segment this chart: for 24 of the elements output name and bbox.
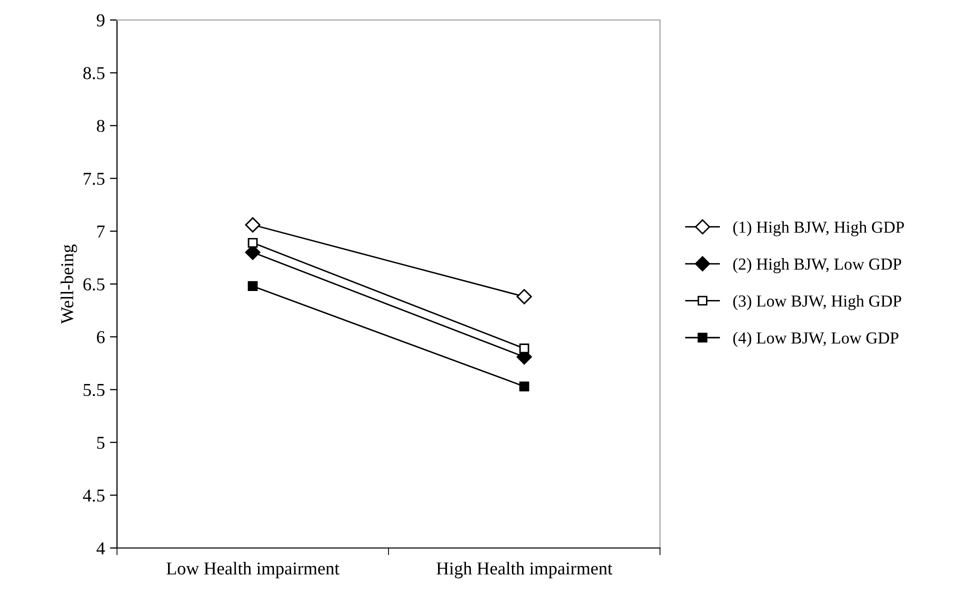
x-tick-label: Low Health impairment [166, 562, 340, 578]
y-tick-label: 6.5 [83, 278, 104, 291]
y-tick-label: 6 [96, 331, 105, 344]
point [248, 281, 258, 291]
point [248, 238, 258, 248]
legend-label: (1) High BJW, High GDP [733, 221, 904, 236]
y-tick-label: 8 [96, 120, 105, 132]
point [516, 289, 532, 304]
y-tick-label: 8.5 [83, 67, 104, 80]
y-tick-label: 4.5 [82, 490, 104, 502]
legend-label: (3) Low BJW, High GDP [733, 294, 902, 310]
point [519, 382, 530, 392]
x-tick-label: High Health impairment [436, 562, 612, 578]
y-tick-label: 7.5 [84, 172, 104, 185]
y-tick-label: 9 [96, 14, 104, 26]
legend-label: (4) Low BJW, Low GDP [733, 332, 898, 348]
y-axis-title: Well-being [60, 244, 78, 324]
legend-label: (2) High BJW, Low GDP [733, 258, 902, 274]
y-tick-label: 7 [97, 226, 105, 238]
y-tick-label: 5 [97, 436, 104, 449]
y-tick-label: 5.5 [84, 384, 104, 396]
point [519, 344, 530, 354]
y-tick-label: 4 [96, 542, 105, 554]
point [245, 217, 260, 232]
